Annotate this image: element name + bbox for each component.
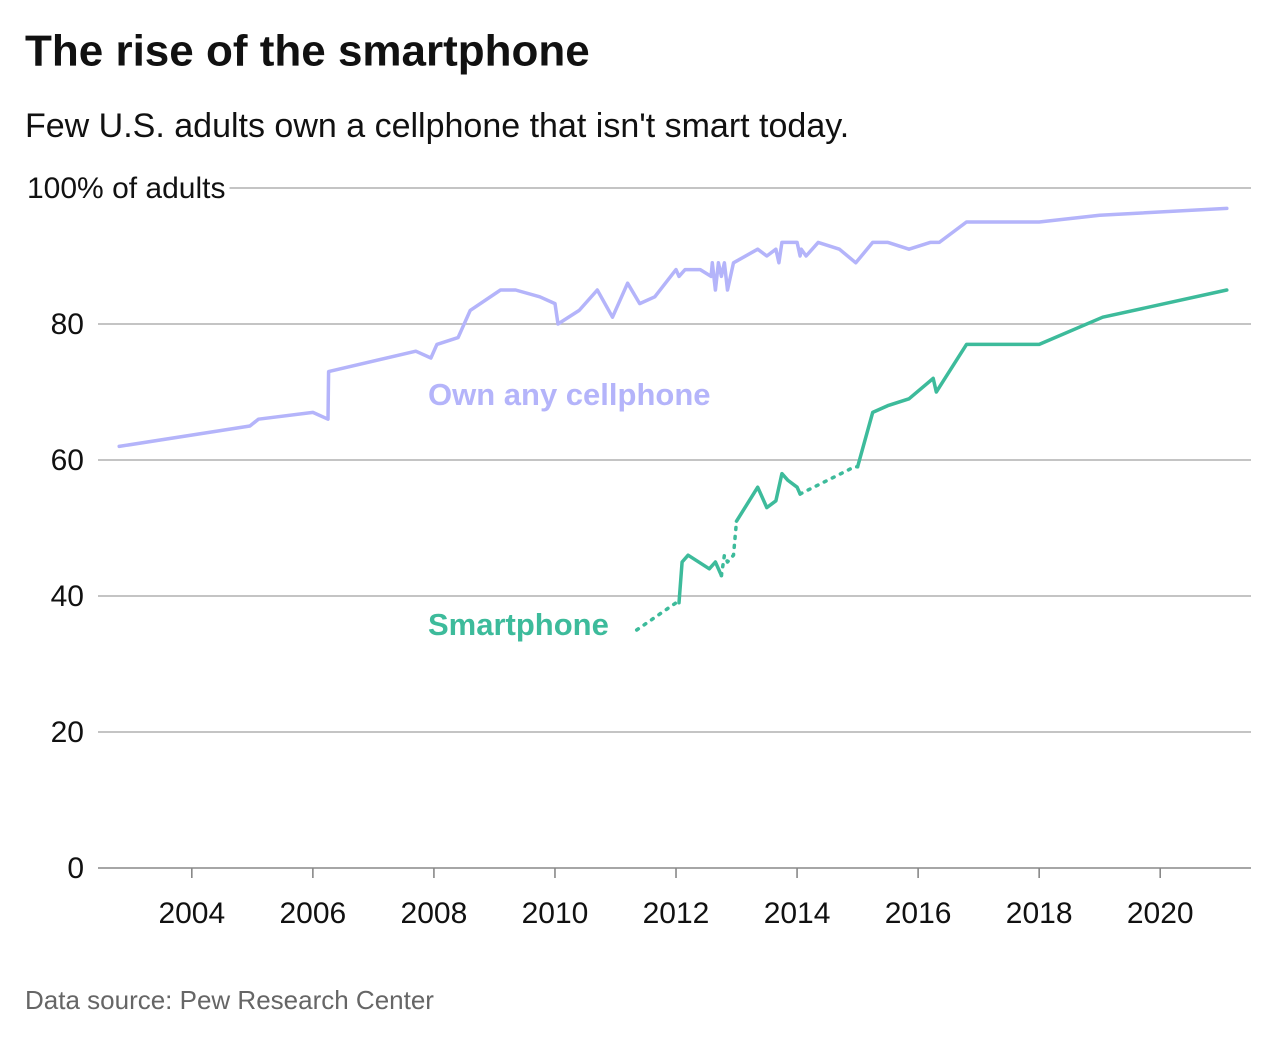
- x-tick-label: 2014: [764, 897, 831, 930]
- y-tick-label: 60: [51, 444, 84, 477]
- chart-subtitle: Few U.S. adults own a cellphone that isn…: [25, 107, 849, 145]
- x-tick-label: 2004: [158, 897, 225, 930]
- x-tick-label: 2012: [643, 897, 710, 930]
- series-line: [117, 206, 1229, 449]
- series-line-dotted: [634, 601, 681, 632]
- x-tick-label: 2010: [522, 897, 589, 930]
- y-tick-label: 80: [51, 308, 84, 341]
- series-line: [855, 288, 1229, 469]
- x-tick-label: 2008: [401, 897, 468, 930]
- x-tick-label: 2018: [1006, 897, 1073, 930]
- series-line-dotted: [719, 519, 739, 578]
- x-tick-label: 2006: [279, 897, 346, 930]
- series-line: [677, 553, 724, 605]
- y-tick-label: 0: [67, 852, 84, 885]
- series-label: Own any cellphone: [428, 377, 711, 412]
- source-note: Data source: Pew Research Center: [25, 985, 434, 1015]
- series-line: [734, 471, 802, 523]
- y-tick-label: 20: [51, 716, 84, 749]
- y-tick-label: 100% of adults: [27, 172, 225, 205]
- y-tick-label: 40: [51, 580, 84, 613]
- x-tick-label: 2016: [885, 897, 952, 930]
- series-line-dotted: [798, 465, 860, 496]
- x-tick-label: 2020: [1127, 897, 1194, 930]
- series-label: Smartphone: [428, 607, 609, 642]
- chart-title: The rise of the smartphone: [25, 27, 590, 76]
